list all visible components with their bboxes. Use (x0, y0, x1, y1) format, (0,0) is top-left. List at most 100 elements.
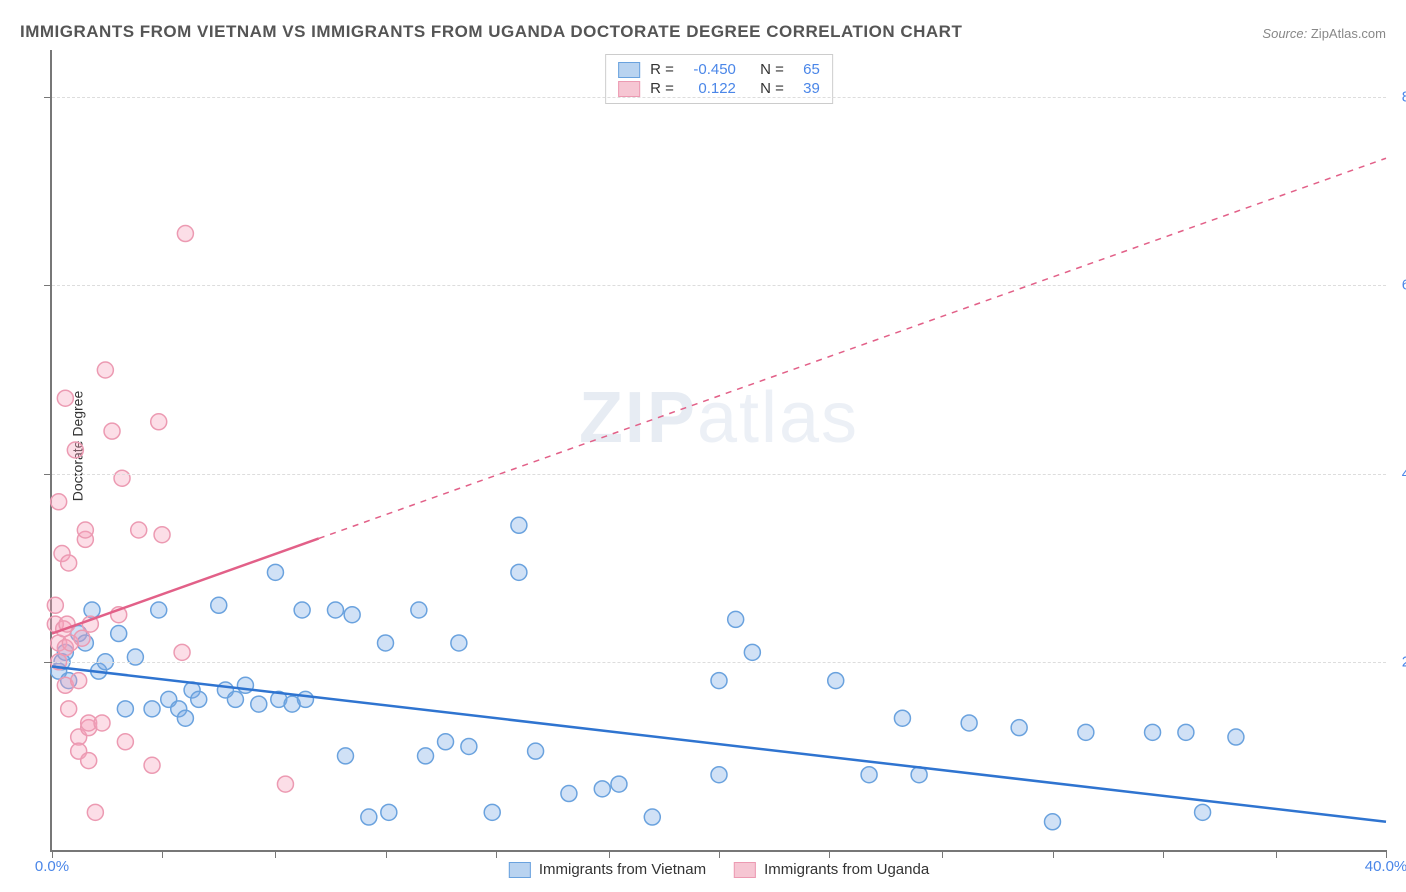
source-attribution: Source: ZipAtlas.com (1262, 26, 1386, 41)
tick-mark-x (496, 850, 497, 858)
gridline-h (52, 474, 1386, 475)
scatter-point (344, 607, 360, 623)
n-label-1: N = (760, 80, 784, 97)
scatter-point (1045, 814, 1061, 830)
scatter-point (828, 673, 844, 689)
scatter-point (177, 226, 193, 242)
n-label-0: N = (760, 61, 784, 78)
legend-swatch-1 (618, 81, 640, 97)
chart-container: IMMIGRANTS FROM VIETNAM VS IMMIGRANTS FR… (0, 0, 1406, 892)
scatter-point (94, 715, 110, 731)
r-label-0: R = (650, 61, 674, 78)
legend-stats-row-1: R = 0.122 N = 39 (618, 79, 820, 98)
scatter-point (61, 701, 77, 717)
scatter-point (451, 635, 467, 651)
scatter-point (1011, 720, 1027, 736)
scatter-point (594, 781, 610, 797)
scatter-point (1228, 729, 1244, 745)
scatter-point (511, 517, 527, 533)
y-tick-label: 4.0% (1391, 465, 1406, 482)
scatter-point (154, 527, 170, 543)
scatter-point (438, 734, 454, 750)
tick-mark-x (52, 850, 53, 858)
scatter-point (1178, 724, 1194, 740)
scatter-point (711, 673, 727, 689)
x-tick-label: 40.0% (1365, 858, 1406, 875)
gridline-h (52, 97, 1386, 98)
scatter-point (1195, 804, 1211, 820)
r-value-0: -0.450 (684, 61, 736, 78)
y-tick-label: 6.0% (1391, 277, 1406, 294)
scatter-point (337, 748, 353, 764)
chart-title: IMMIGRANTS FROM VIETNAM VS IMMIGRANTS FR… (20, 22, 962, 42)
n-value-1: 39 (794, 80, 820, 97)
scatter-point (67, 442, 83, 458)
scatter-point (117, 734, 133, 750)
scatter-point (644, 809, 660, 825)
scatter-point (411, 602, 427, 618)
scatter-point (151, 414, 167, 430)
trend-line-solid (52, 538, 319, 633)
tick-mark-x (1163, 850, 1164, 858)
scatter-point (1078, 724, 1094, 740)
scatter-point (177, 710, 193, 726)
scatter-point (297, 691, 313, 707)
scatter-point (74, 630, 90, 646)
source-label: Source: (1262, 26, 1307, 41)
scatter-point (174, 644, 190, 660)
tick-mark-y (44, 662, 52, 663)
tick-mark-x (829, 850, 830, 858)
scatter-point (87, 804, 103, 820)
tick-mark-x (942, 850, 943, 858)
tick-mark-x (162, 850, 163, 858)
scatter-point (861, 767, 877, 783)
y-tick-label: 2.0% (1391, 653, 1406, 670)
scatter-point (144, 701, 160, 717)
scatter-point (1145, 724, 1161, 740)
scatter-point (144, 757, 160, 773)
trend-line-dashed (319, 158, 1386, 538)
scatter-point (711, 767, 727, 783)
trend-line-solid (52, 666, 1386, 821)
tick-mark-x (1053, 850, 1054, 858)
tick-mark-y (44, 285, 52, 286)
scatter-point (361, 809, 377, 825)
plot-area: ZIPatlas R = -0.450 N = 65 R = 0.122 N =… (50, 50, 1386, 852)
gridline-h (52, 285, 1386, 286)
tick-mark-y (44, 97, 52, 98)
scatter-point (484, 804, 500, 820)
scatter-point (77, 522, 93, 538)
source-value: ZipAtlas.com (1311, 26, 1386, 41)
scatter-point (418, 748, 434, 764)
scatter-point (294, 602, 310, 618)
scatter-point (961, 715, 977, 731)
scatter-point (378, 635, 394, 651)
scatter-point (81, 753, 97, 769)
scatter-point (227, 691, 243, 707)
scatter-point (894, 710, 910, 726)
scatter-point (728, 611, 744, 627)
scatter-point (104, 423, 120, 439)
scatter-point (97, 362, 113, 378)
legend-label-0: Immigrants from Vietnam (539, 861, 706, 878)
tick-mark-x (609, 850, 610, 858)
scatter-point (461, 738, 477, 754)
tick-mark-x (1276, 850, 1277, 858)
tick-mark-y (44, 474, 52, 475)
tick-mark-x (1386, 850, 1387, 858)
scatter-point (611, 776, 627, 792)
scatter-point (277, 776, 293, 792)
scatter-point (51, 494, 67, 510)
r-value-1: 0.122 (684, 80, 736, 97)
scatter-point (561, 786, 577, 802)
legend-series: Immigrants from Vietnam Immigrants from … (509, 861, 929, 878)
legend-item-0: Immigrants from Vietnam (509, 861, 706, 878)
scatter-point (71, 673, 87, 689)
tick-mark-x (386, 850, 387, 858)
scatter-point (211, 597, 227, 613)
scatter-point (57, 390, 73, 406)
scatter-point (131, 522, 147, 538)
legend-item-1: Immigrants from Uganda (734, 861, 929, 878)
scatter-point (528, 743, 544, 759)
r-label-1: R = (650, 80, 674, 97)
